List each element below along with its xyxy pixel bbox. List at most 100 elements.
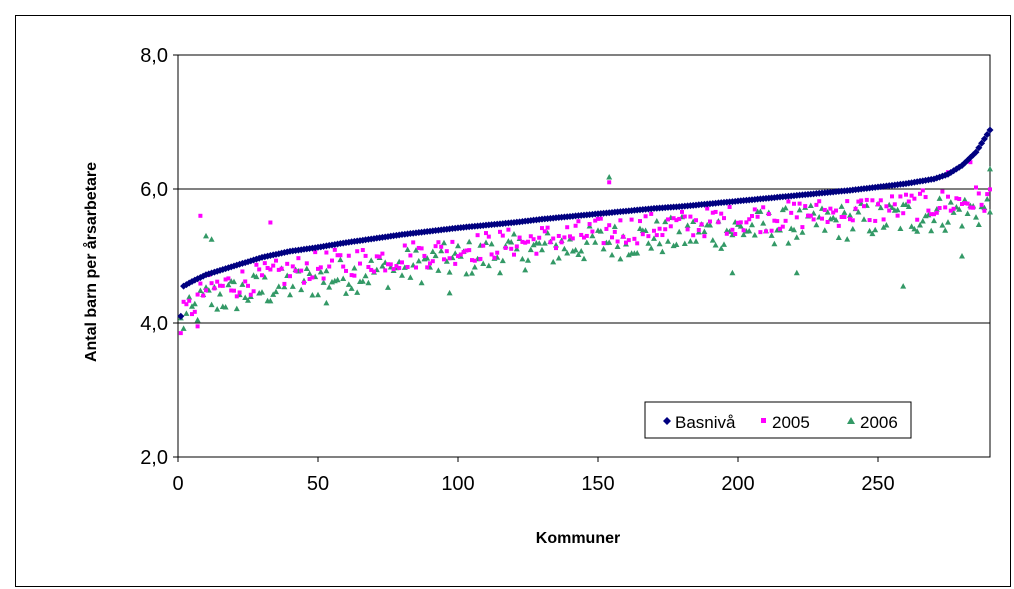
point-basniva — [177, 312, 185, 320]
point-2006 — [208, 236, 215, 242]
point-2005 — [542, 229, 547, 234]
point-2006 — [973, 214, 979, 220]
point-2005 — [506, 227, 511, 232]
point-2005 — [694, 218, 698, 223]
point-2005 — [570, 236, 575, 241]
point-2005 — [666, 217, 670, 222]
point-basniva — [975, 144, 983, 152]
point-2006 — [253, 273, 260, 280]
point-2005 — [374, 254, 379, 259]
point-2005 — [327, 264, 332, 269]
point-2006 — [351, 264, 358, 271]
point-2005 — [260, 273, 264, 278]
point-2005 — [187, 298, 192, 303]
point-2006 — [315, 291, 321, 298]
point-2006 — [446, 269, 453, 275]
point-2005 — [918, 191, 922, 196]
point-2005 — [313, 250, 318, 255]
point-2006 — [217, 291, 223, 297]
point-2006 — [337, 256, 344, 263]
point-2005 — [293, 268, 298, 273]
point-2005 — [638, 219, 642, 224]
point-2005 — [475, 233, 480, 238]
point-2005 — [402, 243, 407, 248]
point-2005 — [330, 258, 334, 263]
point-2005 — [909, 193, 914, 198]
point-2005 — [461, 250, 466, 255]
chart-frame — [15, 15, 1011, 587]
point-2006 — [561, 245, 568, 252]
point-2006 — [701, 228, 708, 234]
point-2005 — [195, 292, 200, 297]
point-2006 — [841, 209, 848, 215]
point-2005 — [845, 199, 850, 204]
point-2005 — [974, 185, 978, 190]
point-2005 — [976, 191, 981, 196]
point-2006 — [379, 262, 386, 269]
point-2006 — [987, 208, 993, 215]
point-2005 — [310, 275, 315, 280]
point-2005 — [618, 218, 623, 223]
point-2006 — [905, 203, 912, 209]
point-2006 — [183, 310, 190, 316]
point-2005 — [299, 268, 304, 273]
point-2005 — [808, 213, 813, 218]
point-2005 — [198, 281, 203, 286]
point-2006 — [415, 257, 422, 264]
point-2005 — [537, 235, 542, 240]
point-2005 — [632, 236, 637, 241]
point-2005 — [304, 261, 309, 266]
point-2005 — [470, 258, 474, 263]
point-2005 — [366, 265, 371, 270]
point-2005 — [948, 208, 953, 213]
point-2005 — [929, 212, 934, 217]
point-2005 — [657, 226, 662, 231]
point-2005 — [279, 266, 284, 271]
point-2006 — [956, 206, 963, 212]
point-2005 — [282, 281, 287, 286]
point-2006 — [609, 251, 615, 258]
point-2006 — [645, 240, 652, 246]
point-2006 — [883, 222, 890, 228]
point-2006 — [690, 218, 697, 225]
point-2006 — [483, 239, 489, 245]
point-2005 — [727, 204, 732, 209]
point-2006 — [900, 283, 907, 289]
point-2006 — [261, 274, 268, 280]
point-2006 — [225, 281, 232, 288]
point-2005 — [629, 217, 634, 222]
point-2006 — [233, 305, 240, 312]
point-2005 — [682, 214, 687, 219]
point-2006 — [908, 223, 915, 229]
point-2006 — [637, 225, 643, 231]
point-2005 — [324, 250, 329, 255]
point-2005 — [232, 288, 236, 293]
point-2005 — [674, 218, 679, 223]
point-2005 — [828, 206, 833, 211]
point-2006 — [323, 267, 330, 274]
point-2006 — [662, 218, 669, 225]
point-2006 — [947, 199, 954, 205]
point-2005 — [867, 218, 872, 223]
point-2005 — [192, 309, 197, 314]
point-2005 — [551, 236, 556, 241]
point-2005 — [842, 215, 847, 220]
point-2006 — [872, 226, 879, 233]
point-2005 — [750, 214, 754, 219]
point-2005 — [478, 256, 483, 261]
point-2006 — [323, 299, 330, 306]
point-2005 — [444, 249, 449, 254]
point-2005 — [302, 280, 306, 285]
point-2006 — [354, 289, 361, 295]
point-2006 — [684, 222, 691, 228]
point-2005 — [237, 290, 242, 295]
point-2006 — [208, 301, 215, 308]
point-2005 — [758, 230, 763, 235]
point-2005 — [825, 219, 830, 224]
point-2005 — [982, 208, 987, 213]
point-2005 — [456, 254, 460, 259]
point-2005 — [484, 231, 488, 236]
point-2005 — [450, 239, 455, 244]
point-2006 — [897, 225, 904, 231]
x-axis-title: Kommuner — [536, 530, 620, 547]
